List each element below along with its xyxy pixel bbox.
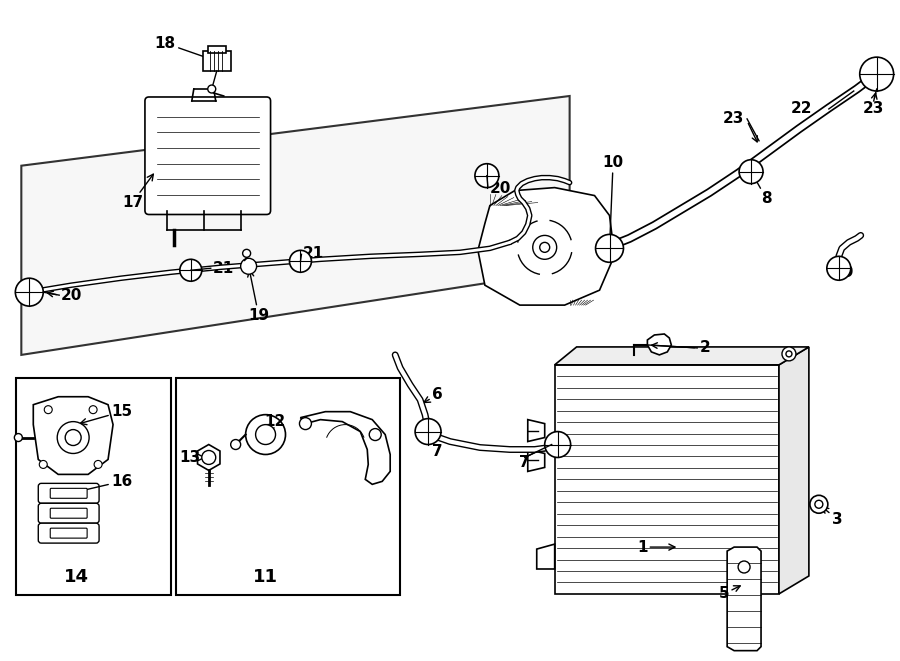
Polygon shape (647, 334, 671, 355)
Text: 9: 9 (839, 265, 852, 280)
Circle shape (58, 422, 89, 453)
Text: 13: 13 (180, 450, 204, 465)
FancyBboxPatch shape (50, 488, 87, 498)
FancyBboxPatch shape (145, 97, 271, 214)
Circle shape (369, 428, 382, 440)
Polygon shape (727, 547, 761, 650)
Circle shape (65, 430, 81, 446)
Polygon shape (478, 188, 615, 305)
Text: 17: 17 (122, 174, 153, 210)
Text: 11: 11 (253, 568, 278, 586)
Circle shape (208, 85, 216, 93)
FancyBboxPatch shape (39, 503, 99, 524)
Circle shape (810, 495, 828, 513)
Text: 7: 7 (519, 455, 530, 470)
Circle shape (739, 160, 763, 184)
Polygon shape (197, 444, 220, 471)
Text: 21: 21 (212, 260, 234, 276)
Bar (554, 365, 779, 594)
Circle shape (89, 406, 97, 414)
Circle shape (786, 351, 792, 357)
Circle shape (40, 461, 47, 469)
Circle shape (415, 418, 441, 444)
Circle shape (243, 249, 250, 257)
Text: 18: 18 (155, 36, 212, 61)
Circle shape (533, 235, 557, 259)
FancyBboxPatch shape (50, 528, 87, 538)
Circle shape (256, 424, 275, 444)
Circle shape (596, 235, 624, 262)
Circle shape (475, 164, 499, 188)
Circle shape (290, 251, 311, 272)
Circle shape (860, 57, 894, 91)
Text: 21: 21 (302, 246, 324, 261)
Polygon shape (536, 544, 554, 569)
Bar (208, 46, 226, 53)
Polygon shape (301, 412, 391, 485)
Text: 14: 14 (64, 568, 89, 586)
Polygon shape (33, 397, 113, 475)
Circle shape (827, 256, 850, 280)
Circle shape (246, 414, 285, 455)
Polygon shape (527, 420, 544, 442)
FancyBboxPatch shape (39, 483, 99, 503)
Text: 20: 20 (490, 181, 511, 196)
Circle shape (202, 451, 216, 465)
Circle shape (738, 561, 750, 573)
Circle shape (15, 278, 43, 306)
Polygon shape (554, 347, 809, 365)
Text: 19: 19 (248, 270, 269, 323)
Circle shape (230, 440, 240, 449)
Text: 15: 15 (80, 404, 132, 424)
Text: 1: 1 (637, 539, 675, 555)
Text: 23: 23 (723, 112, 744, 126)
Circle shape (44, 406, 52, 414)
Circle shape (300, 418, 311, 430)
Text: 10: 10 (602, 155, 624, 244)
FancyBboxPatch shape (39, 524, 99, 543)
Text: 3: 3 (823, 507, 842, 527)
FancyBboxPatch shape (50, 508, 87, 518)
Text: 2: 2 (700, 340, 711, 356)
Text: 23: 23 (863, 101, 885, 116)
Text: 12: 12 (265, 414, 285, 432)
Text: 6: 6 (424, 387, 443, 403)
Polygon shape (779, 347, 809, 594)
Circle shape (782, 347, 796, 361)
Text: 8: 8 (753, 175, 771, 206)
Circle shape (14, 434, 22, 442)
Bar (202, 51, 230, 71)
Circle shape (814, 500, 823, 508)
Text: 7: 7 (429, 436, 443, 459)
Circle shape (94, 461, 102, 469)
Text: 4: 4 (608, 248, 618, 263)
Circle shape (540, 243, 550, 253)
Text: 5: 5 (718, 586, 740, 602)
Circle shape (544, 432, 571, 457)
Circle shape (240, 258, 256, 274)
Bar (176, 378, 400, 595)
Text: 20: 20 (61, 288, 83, 303)
Polygon shape (22, 96, 570, 355)
Text: 16: 16 (70, 474, 132, 495)
Bar (16, 378, 171, 595)
Polygon shape (527, 449, 544, 471)
Text: 22: 22 (790, 101, 812, 116)
Circle shape (180, 259, 202, 281)
